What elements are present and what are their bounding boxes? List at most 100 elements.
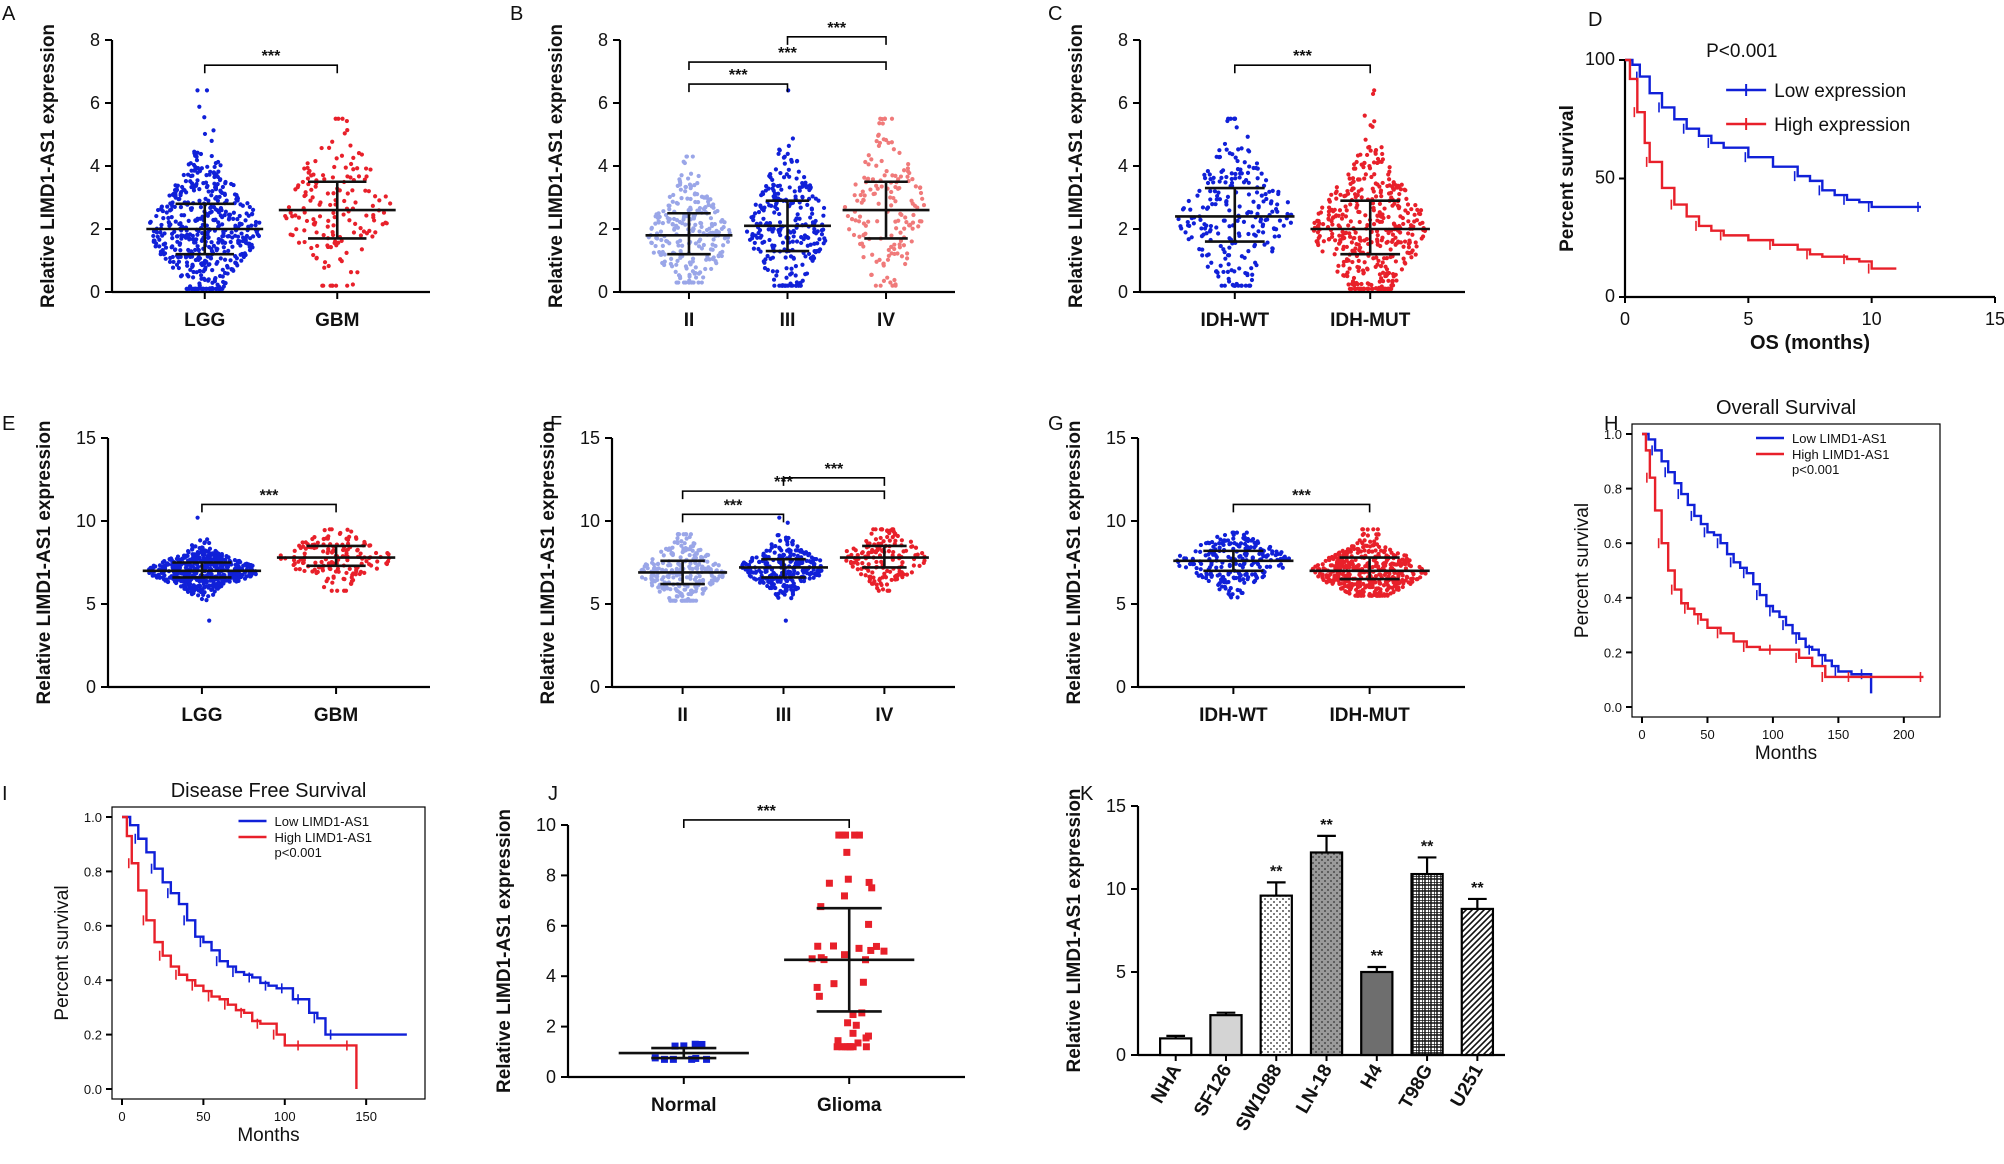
y-tick-label: 0	[1116, 677, 1126, 697]
data-point	[1209, 260, 1214, 265]
data-point	[649, 574, 654, 580]
data-point	[795, 571, 800, 576]
data-point	[855, 567, 860, 572]
data-point	[880, 947, 888, 955]
data-point	[215, 259, 220, 265]
data-point	[677, 182, 683, 187]
y-tick-label: 0	[598, 282, 608, 302]
significance-bracket	[688, 61, 887, 71]
data-point	[891, 195, 896, 201]
data-point	[655, 566, 660, 572]
data-point	[683, 184, 689, 190]
data-point	[875, 219, 880, 224]
data-point	[1378, 243, 1383, 249]
data-point	[170, 203, 175, 208]
data-point	[667, 194, 672, 199]
data-point	[818, 558, 823, 563]
data-point	[810, 258, 815, 263]
data-point	[300, 179, 305, 185]
data-point	[349, 529, 354, 534]
y-tick-label: 15	[1106, 428, 1126, 448]
data-point	[691, 598, 696, 603]
data-point	[1393, 580, 1398, 585]
data-point	[689, 544, 695, 549]
data-point	[210, 188, 215, 194]
data-point	[675, 540, 680, 546]
data-point	[190, 233, 195, 238]
data-point	[290, 214, 295, 219]
data-point	[302, 239, 307, 245]
x-axis-label: Months	[237, 1125, 299, 1146]
series-IDH-WT	[1175, 116, 1295, 288]
data-point	[339, 259, 344, 264]
data-point	[190, 262, 195, 267]
data-point	[1261, 554, 1266, 559]
series-III	[739, 515, 828, 623]
data-point	[1271, 226, 1277, 231]
data-point	[696, 280, 701, 285]
data-point	[803, 272, 808, 277]
data-point	[1342, 559, 1347, 565]
data-point	[1385, 183, 1390, 189]
data-point	[809, 555, 814, 560]
data-point	[244, 211, 249, 216]
data-point	[690, 589, 696, 595]
data-point	[695, 181, 700, 186]
data-point	[812, 241, 817, 246]
data-point	[812, 226, 817, 232]
data-point	[1357, 209, 1362, 215]
data-point	[1379, 145, 1384, 150]
data-point	[219, 208, 224, 213]
data-point	[311, 217, 316, 222]
data-point	[166, 562, 171, 567]
data-point	[1235, 158, 1240, 164]
data-point	[199, 596, 205, 602]
data-point	[1269, 199, 1274, 204]
data-point	[834, 1037, 842, 1045]
data-point	[889, 203, 894, 208]
data-point	[794, 239, 800, 244]
data-point	[1347, 286, 1352, 291]
data-point	[228, 239, 233, 245]
data-point	[844, 548, 849, 554]
data-point	[753, 202, 758, 207]
data-point	[231, 216, 236, 221]
data-point	[794, 216, 799, 221]
data-point	[1401, 244, 1406, 249]
data-point	[1226, 262, 1231, 267]
data-point	[1349, 544, 1355, 549]
data-point	[693, 275, 699, 280]
data-point	[691, 226, 696, 231]
data-point	[1371, 205, 1376, 211]
category-label: Glioma	[817, 1095, 882, 1116]
data-point	[915, 552, 920, 557]
data-point	[338, 530, 343, 536]
data-point	[773, 167, 779, 172]
data-point	[853, 548, 858, 553]
data-point	[776, 151, 781, 156]
data-point	[315, 540, 320, 545]
data-point	[322, 265, 327, 270]
data-point	[212, 172, 217, 177]
data-point	[1217, 148, 1222, 153]
series-High expression: High expression	[1625, 58, 1910, 274]
significance-label: ***	[827, 20, 846, 37]
bar	[1259, 894, 1293, 1057]
data-point	[769, 545, 774, 550]
data-point	[1226, 572, 1231, 577]
data-point	[1336, 223, 1341, 228]
data-point	[1376, 258, 1381, 263]
data-point	[1359, 195, 1364, 200]
data-point	[793, 585, 798, 590]
data-point	[779, 548, 784, 553]
data-point	[1399, 182, 1404, 187]
data-point	[183, 584, 188, 589]
data-point	[1346, 223, 1351, 228]
data-point	[794, 159, 800, 164]
data-point	[1366, 145, 1371, 150]
data-point	[232, 578, 237, 583]
y-tick-label: 8	[546, 865, 556, 885]
data-point	[210, 268, 215, 273]
